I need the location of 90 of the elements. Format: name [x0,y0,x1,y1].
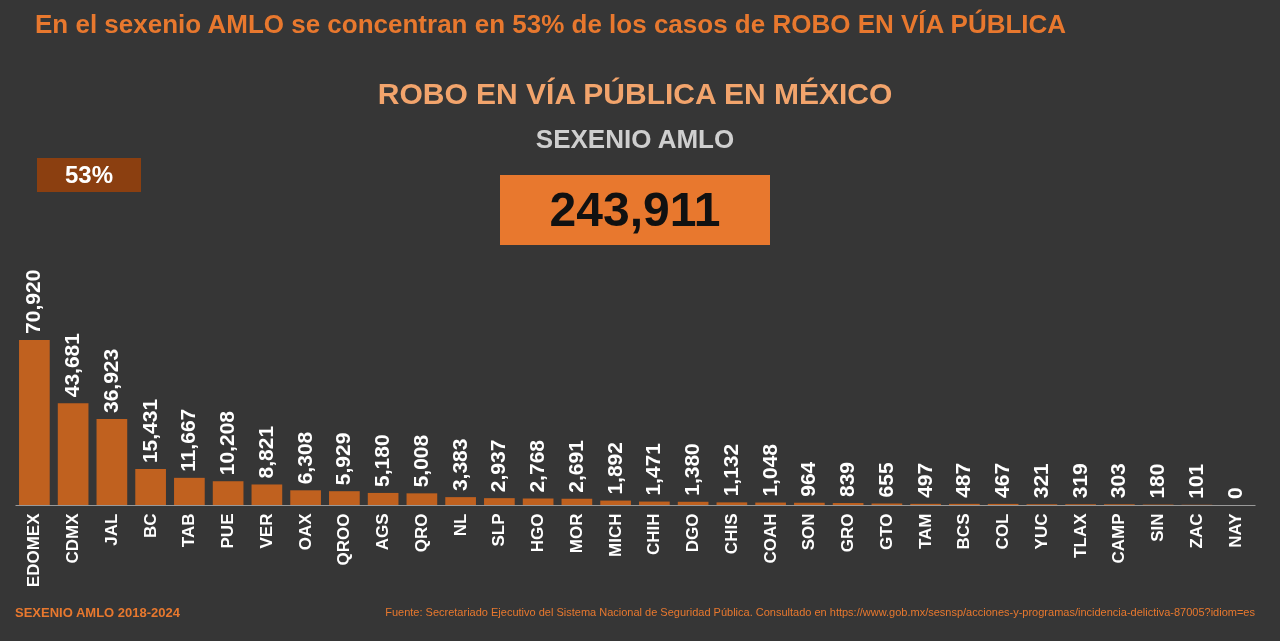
x-tick-label: TAM [915,513,935,550]
data-label: 2,937 [486,439,510,493]
x-tick-label: OAX [295,512,315,551]
x-tick-label: COL [993,513,1013,550]
data-label: 0 [1222,487,1246,499]
data-label: 11,667 [176,408,200,472]
x-tick-label: QRO [411,513,431,553]
data-label: 6,308 [292,431,316,485]
bar [329,491,360,505]
bar [251,484,283,505]
bar [367,492,399,505]
bar [290,490,321,505]
x-tick-label: HGO [528,513,548,553]
x-tick-label: CHIS [721,513,741,555]
data-label: 1,132 [718,443,742,497]
bar [677,501,709,505]
x-tick-label: YUC [1031,513,1051,550]
data-label: 5,180 [370,434,394,487]
data-label: 3,383 [447,438,471,492]
data-label: 303 [1106,463,1130,499]
text: 243,911 [549,183,721,236]
data-label: 36,923 [98,348,122,414]
data-label: 487 [951,462,975,498]
data-label: 655 [873,462,897,498]
x-tick-label: SLP [489,513,509,547]
text: 53% [64,161,114,188]
bar [406,493,438,505]
bar [716,502,748,505]
bar [600,500,631,505]
data-label: 321 [1028,462,1052,499]
bar [484,498,515,505]
bar [135,469,166,505]
x-tick-label: MOR [566,513,586,554]
x-tick-label: QROO [334,513,354,566]
data-label: 2,691 [563,439,587,493]
x-tick-label: NAY [1225,512,1245,548]
data-label: 497 [912,462,936,498]
x-tick-label: JAL [101,513,121,546]
data-label: 101 [1183,463,1207,499]
text: En el sexenio AMLO se concentran en 53% de los casos de ROBO EN VÍA PÚBLICA [35,9,1067,39]
bar [794,502,825,505]
bar [96,419,128,505]
data-label: 467 [990,462,1014,498]
x-tick-label: GRO [838,513,858,553]
data-label: 964 [796,461,820,497]
bar [212,481,244,505]
data-label: 1,048 [757,443,781,497]
data-label: 5,008 [408,434,432,488]
data-label: 70,920 [21,269,45,334]
x-tick-label: CAMP [1109,513,1129,564]
x-tick-label: BCS [954,513,974,550]
data-label: 1,471 [641,442,665,496]
source-note: Fuente: Secretariado Ejecutivo del Sistema Nacional de Seguridad Pública. Consultado en https://www.gob.mx/sesnsp/acciones-y-programas/incidencia-delictiva-87005?idiom=es [385,606,1256,618]
x-tick-label: TLAX [1070,512,1090,558]
chart-title: ROBO EN VÍA PÚBLICA EN MÉXICO [377,77,893,110]
bar [19,339,50,505]
x-tick-label: EDOMEX [24,512,44,588]
x-tick-label: SIN [1148,513,1168,542]
x-tick-label: SON [799,513,819,551]
text: SEXENIO AMLO 2018-2024 [15,605,181,620]
bar [522,498,554,505]
bar [57,403,89,505]
bar [445,497,476,505]
x-tick-label: NL [450,513,470,537]
data-label: 15,431 [137,398,161,464]
x-tick-label: BC [140,513,160,539]
chart-subtitle: SEXENIO AMLO [535,124,735,154]
bar [174,477,205,505]
x-tick-label: CHIH [644,513,664,556]
x-tick-label: PUE [218,513,238,549]
data-label: 839 [835,462,859,498]
data-label: 5,929 [331,432,355,486]
data-label: 2,768 [525,439,549,493]
data-label: 1,380 [680,443,704,496]
x-tick-label: TAB [179,513,199,548]
data-label: 10,208 [215,410,239,476]
x-tick-label: GTO [876,513,896,551]
data-label: 180 [1145,463,1169,499]
x-tick-label: CDMX [63,512,83,564]
x-tick-label: DGO [683,513,703,553]
x-tick-label: MICH [605,513,625,557]
data-label: 1,892 [602,442,626,495]
bar [561,498,593,505]
data-label: 319 [1067,463,1091,499]
x-tick-label: ZAC [1186,513,1206,549]
x-tick-label: AGS [373,513,393,551]
data-label: 43,681 [60,332,84,398]
x-tick-label: COAH [760,513,780,564]
x-tick-label: VER [256,513,276,549]
data-label: 8,821 [253,425,277,479]
